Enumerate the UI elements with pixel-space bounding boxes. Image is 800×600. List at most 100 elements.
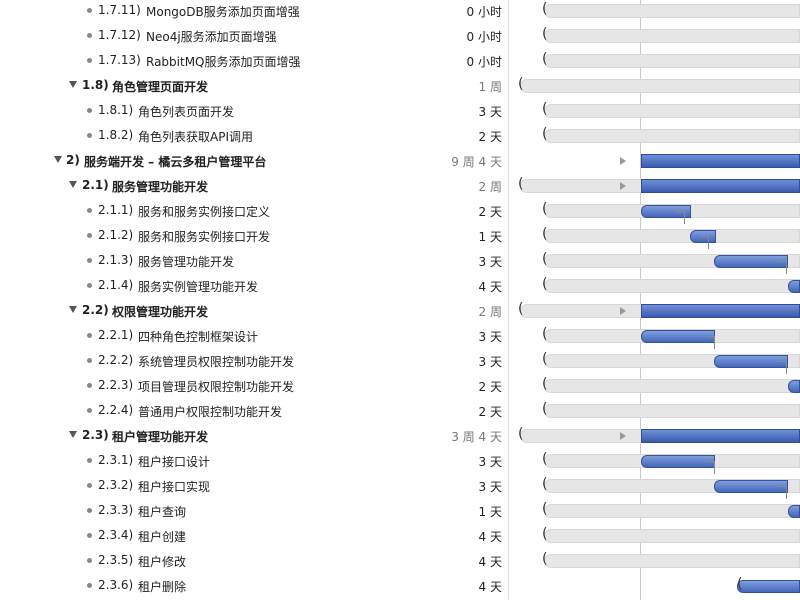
outline-task-row[interactable]: 1.8.2) 角色列表获取API调用 2 天 [0, 123, 508, 148]
expand-arrow-icon[interactable] [620, 307, 626, 315]
task-duration[interactable]: 3 天 [478, 455, 502, 469]
task-title[interactable]: 服务和服务实例接口开发 [138, 230, 271, 244]
bullet-icon [87, 383, 92, 388]
outline-task-row[interactable]: 2.3.4) 租户创建 4 天 [0, 523, 508, 548]
task-title[interactable]: 服务端开发 – 橘云多租户管理平台 [84, 155, 267, 169]
task-title[interactable]: 租户接口实现 [138, 480, 211, 494]
task-duration[interactable]: 1 周 [478, 80, 502, 94]
task-title[interactable]: 项目管理员权限控制功能开发 [138, 380, 295, 394]
task-title[interactable]: 普通用户权限控制功能开发 [138, 405, 283, 419]
disclosure-triangle-icon[interactable] [69, 181, 77, 188]
outline-task-row[interactable]: 2.1.1) 服务和服务实例接口定义 2 天 [0, 198, 508, 223]
task-duration[interactable]: 4 天 [478, 530, 502, 544]
task-duration[interactable]: 3 天 [478, 255, 502, 269]
task-duration[interactable]: 2 天 [478, 130, 502, 144]
outline-task-row[interactable]: 2.1.3) 服务管理功能开发 3 天 [0, 248, 508, 273]
disclosure-triangle-icon[interactable] [69, 81, 77, 88]
outline-task-row[interactable]: 1.8.1) 角色列表页面开发 3 天 [0, 98, 508, 123]
task-duration[interactable]: 3 周 4 天 [451, 430, 502, 444]
task-duration[interactable]: 2 天 [478, 380, 502, 394]
task-duration[interactable]: 3 天 [478, 480, 502, 494]
outline-task-row[interactable]: 2.3.3) 租户查询 1 天 [0, 498, 508, 523]
task-title[interactable]: 角色列表页面开发 [138, 105, 235, 119]
task-title[interactable]: 角色列表获取API调用 [138, 130, 253, 144]
task-title[interactable]: 租户接口设计 [138, 455, 211, 469]
task-title[interactable]: 服务和服务实例接口定义 [138, 205, 271, 219]
task-bar[interactable] [788, 280, 800, 293]
outline-task-row[interactable]: 2.2.1) 四种角色控制框架设计 3 天 [0, 323, 508, 348]
task-duration[interactable]: 0 小时 [466, 30, 502, 44]
task-duration[interactable]: 0 小时 [466, 5, 502, 19]
expand-arrow-icon[interactable] [620, 157, 626, 165]
task-duration[interactable]: 4 天 [478, 555, 502, 569]
task-duration[interactable]: 2 周 [478, 305, 502, 319]
outline-group-row[interactable]: 1.8) 角色管理页面开发 1 周 [0, 73, 508, 98]
task-number: 2.2.1) [98, 328, 134, 342]
outline-task-row[interactable]: 2.2.4) 普通用户权限控制功能开发 2 天 [0, 398, 508, 423]
task-title[interactable]: 租户管理功能开发 [112, 430, 209, 444]
start-marker-icon: ( [542, 251, 548, 267]
task-title[interactable]: 服务管理功能开发 [112, 180, 209, 194]
outline-task-row[interactable]: 2.1.4) 服务实例管理功能开发 4 天 [0, 273, 508, 298]
outline-task-row[interactable]: 2.3.1) 租户接口设计 3 天 [0, 448, 508, 473]
disclosure-triangle-icon[interactable] [69, 306, 77, 313]
task-duration[interactable]: 2 周 [478, 180, 502, 194]
task-bar[interactable] [641, 455, 715, 468]
summary-bar[interactable] [641, 179, 800, 193]
task-duration[interactable]: 1 天 [478, 230, 502, 244]
outline-task-row[interactable]: 2.2.3) 项目管理员权限控制功能开发 2 天 [0, 373, 508, 398]
task-title[interactable]: 服务管理功能开发 [138, 255, 235, 269]
outline-group-row[interactable]: 2.1) 服务管理功能开发 2 周 [0, 173, 508, 198]
summary-bar[interactable] [641, 304, 800, 318]
outline-task-row[interactable]: 2.2.2) 系统管理员权限控制功能开发 3 天 [0, 348, 508, 373]
summary-bar[interactable] [641, 429, 800, 443]
task-duration[interactable]: 4 天 [478, 280, 502, 294]
task-bar[interactable] [641, 330, 715, 343]
task-bar[interactable] [641, 205, 691, 218]
task-title[interactable]: 系统管理员权限控制功能开发 [138, 355, 295, 369]
expand-arrow-icon[interactable] [620, 432, 626, 440]
outline-task-row[interactable]: 1.7.11) MongoDB服务添加页面增强 0 小时 [0, 0, 508, 23]
outline-task-row[interactable]: 2.1.2) 服务和服务实例接口开发 1 天 [0, 223, 508, 248]
task-title[interactable]: 服务实例管理功能开发 [138, 280, 259, 294]
task-bar[interactable] [714, 355, 788, 368]
task-duration[interactable]: 3 天 [478, 105, 502, 119]
task-title[interactable]: MongoDB服务添加页面增强 [146, 5, 300, 19]
task-title[interactable]: Neo4j服务添加页面增强 [146, 30, 277, 44]
outline-task-row[interactable]: 2.3.6) 租户删除 4 天 [0, 573, 508, 598]
disclosure-triangle-icon[interactable] [54, 156, 62, 163]
task-title[interactable]: 权限管理功能开发 [112, 305, 209, 319]
outline-group-row[interactable]: 2.2) 权限管理功能开发 2 周 [0, 298, 508, 323]
task-title[interactable]: RabbitMQ服务添加页面增强 [146, 55, 301, 69]
task-title[interactable]: 租户创建 [138, 530, 187, 544]
task-title[interactable]: 租户查询 [138, 505, 187, 519]
task-duration[interactable]: 2 天 [478, 205, 502, 219]
disclosure-triangle-icon[interactable] [69, 431, 77, 438]
task-duration[interactable]: 3 天 [478, 330, 502, 344]
task-duration[interactable]: 3 天 [478, 355, 502, 369]
task-duration[interactable]: 0 小时 [466, 55, 502, 69]
task-duration[interactable]: 9 周 4 天 [451, 155, 502, 169]
task-duration[interactable]: 1 天 [478, 505, 502, 519]
outline-group-row[interactable]: 2) 服务端开发 – 橘云多租户管理平台 9 周 4 天 [0, 148, 508, 173]
summary-bar[interactable] [641, 154, 800, 168]
task-bar[interactable] [788, 380, 800, 393]
expand-arrow-icon[interactable] [620, 182, 626, 190]
task-title[interactable]: 租户修改 [138, 555, 187, 569]
task-title[interactable]: 角色管理页面开发 [112, 80, 209, 94]
task-bar[interactable] [714, 255, 788, 268]
task-title[interactable]: 租户删除 [138, 580, 187, 594]
task-bar[interactable] [714, 480, 788, 493]
task-duration[interactable]: 4 天 [478, 580, 502, 594]
outline-task-row[interactable]: 2.3.5) 租户修改 4 天 [0, 548, 508, 573]
outline-task-row[interactable]: 1.7.12) Neo4j服务添加页面增强 0 小时 [0, 23, 508, 48]
outline-group-row[interactable]: 2.3) 租户管理功能开发 3 周 4 天 [0, 423, 508, 448]
outline-task-row[interactable]: 2.3.2) 租户接口实现 3 天 [0, 473, 508, 498]
task-title[interactable]: 四种角色控制框架设计 [138, 330, 259, 344]
task-bar[interactable] [737, 580, 800, 593]
task-bar[interactable] [788, 505, 800, 518]
task-duration[interactable]: 2 天 [478, 405, 502, 419]
start-marker-icon: ( [518, 76, 524, 92]
outline-task-row[interactable]: 1.7.13) RabbitMQ服务添加页面增强 0 小时 [0, 48, 508, 73]
start-marker-icon: ( [737, 576, 743, 592]
